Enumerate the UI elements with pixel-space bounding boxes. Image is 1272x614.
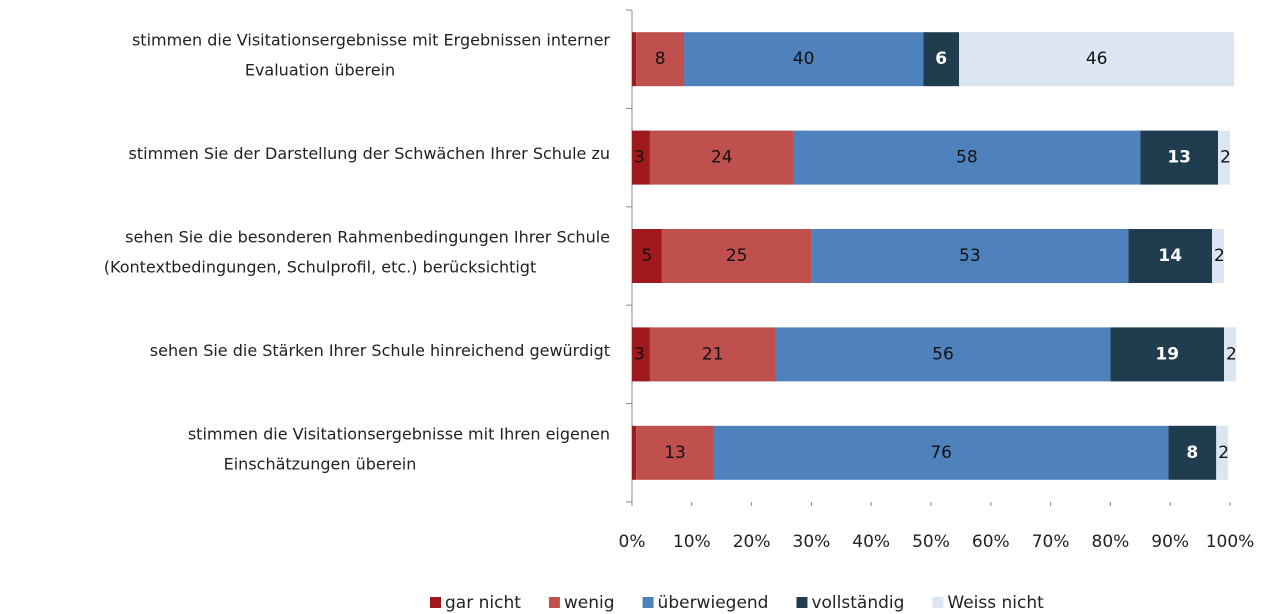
bar-segment — [1218, 130, 1230, 185]
data-label: 2 — [1220, 148, 1231, 168]
legend-label: vollständig — [811, 593, 904, 613]
bar-segment — [632, 130, 650, 185]
bar-segment — [636, 32, 685, 87]
data-label: 3 — [634, 148, 645, 168]
data-label: 24 — [711, 148, 733, 168]
bar-segment — [684, 32, 924, 87]
data-label: 2 — [1214, 246, 1225, 266]
data-label: 46 — [1086, 49, 1108, 69]
bar-segment — [793, 130, 1141, 185]
bar-segment — [923, 32, 960, 87]
data-label: 53 — [959, 246, 981, 266]
data-label: 2 — [1218, 443, 1229, 463]
data-label: 25 — [726, 246, 748, 266]
legend-swatch — [642, 597, 654, 608]
data-label: 56 — [932, 344, 954, 364]
category-label: (Kontextbedingungen, Schulprofil, etc.) … — [104, 258, 536, 277]
bar-segment — [661, 229, 812, 283]
data-label: 13 — [1167, 148, 1191, 168]
bar-segment — [1140, 130, 1219, 185]
bar-segment — [713, 425, 1169, 480]
data-label: 14 — [1158, 246, 1182, 266]
bar-segment — [1128, 229, 1213, 283]
x-tick-label: 100% — [1206, 532, 1255, 552]
x-tick-label: 70% — [1032, 532, 1070, 552]
bar-segment — [811, 229, 1129, 283]
bar-segment — [959, 32, 1235, 87]
x-tick-label: 60% — [972, 532, 1010, 552]
legend-swatch — [796, 597, 808, 608]
data-label: 2 — [1226, 344, 1237, 364]
bar-segment — [632, 327, 650, 382]
bar-segment — [1168, 425, 1217, 480]
data-label: 5 — [642, 246, 653, 266]
x-tick-label: 0% — [619, 532, 646, 552]
category-label: Evaluation überein — [245, 61, 395, 80]
bar-segment — [649, 327, 776, 382]
category-label: sehen Sie die Stärken Ihrer Schule hinre… — [150, 341, 610, 360]
data-label: 40 — [793, 49, 815, 69]
bar-segment — [1216, 425, 1229, 480]
x-tick-label: 40% — [852, 532, 890, 552]
legend-label: wenig — [564, 593, 615, 613]
data-label: 21 — [702, 344, 724, 364]
legend-label: überwiegend — [658, 593, 769, 613]
x-tick-label: 50% — [912, 532, 950, 552]
bar-segment — [775, 327, 1111, 382]
legend-swatch — [430, 597, 441, 608]
x-tick-label: 80% — [1092, 532, 1130, 552]
data-label: 8 — [655, 49, 666, 69]
category-label: sehen Sie die besonderen Rahmenbedingung… — [125, 228, 610, 247]
data-label: 19 — [1155, 344, 1179, 364]
legend-label: Weiss nicht — [947, 593, 1044, 613]
bar-segment — [1212, 229, 1225, 283]
legend-swatch — [932, 597, 944, 608]
data-label: 58 — [956, 148, 978, 168]
x-tick-label: 20% — [733, 532, 771, 552]
bar-segment — [1110, 327, 1225, 382]
bar-segment — [1224, 327, 1236, 382]
data-label: 8 — [1186, 443, 1198, 463]
x-tick-label: 30% — [793, 532, 831, 552]
bar-segment — [636, 425, 714, 480]
x-tick-label: 90% — [1151, 532, 1189, 552]
data-label: 76 — [930, 443, 952, 463]
category-label: Einschätzungen überein — [224, 454, 417, 473]
data-label: 6 — [935, 49, 947, 69]
data-label: 13 — [664, 443, 686, 463]
category-label: stimmen Sie der Darstellung der Schwäche… — [129, 144, 610, 163]
data-label: 3 — [634, 344, 645, 364]
bar-segment — [632, 425, 637, 480]
legend-swatch — [548, 597, 560, 608]
legend-label: gar nicht — [445, 593, 521, 613]
bar-segment — [649, 130, 794, 185]
bar-segment — [632, 32, 637, 87]
x-tick-label: 10% — [673, 532, 711, 552]
category-label: stimmen die Visitationsergebnisse mit Ih… — [188, 424, 610, 443]
bar-segment — [632, 229, 662, 283]
category-label: stimmen die Visitationsergebnisse mit Er… — [132, 31, 610, 50]
